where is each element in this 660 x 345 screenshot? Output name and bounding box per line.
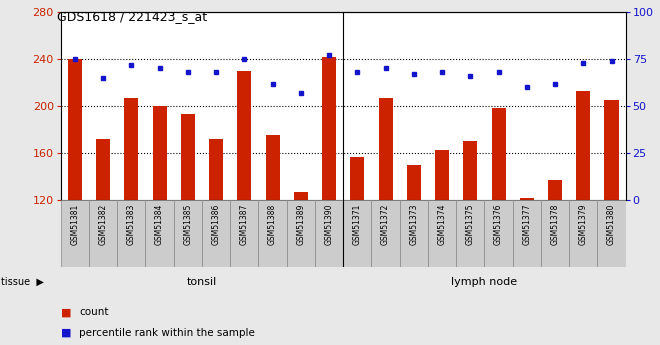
Text: GSM51378: GSM51378 bbox=[550, 204, 560, 245]
Bar bbox=[463, 141, 477, 200]
Bar bbox=[541, 200, 569, 267]
Text: tonsil: tonsil bbox=[187, 277, 217, 287]
Text: GSM51374: GSM51374 bbox=[438, 204, 447, 245]
Text: GSM51381: GSM51381 bbox=[71, 204, 79, 245]
Bar bbox=[230, 200, 259, 267]
Text: GSM51372: GSM51372 bbox=[381, 204, 390, 245]
Text: GSM51387: GSM51387 bbox=[240, 204, 249, 245]
Text: GSM51388: GSM51388 bbox=[268, 204, 277, 245]
Bar bbox=[435, 150, 449, 200]
Bar bbox=[605, 100, 618, 200]
Bar bbox=[61, 200, 89, 267]
Bar bbox=[145, 200, 174, 267]
Text: GSM51386: GSM51386 bbox=[212, 204, 220, 245]
Text: GSM51382: GSM51382 bbox=[98, 204, 108, 245]
Bar bbox=[265, 136, 280, 200]
Bar bbox=[484, 200, 513, 267]
Bar bbox=[407, 165, 421, 200]
Text: GSM51383: GSM51383 bbox=[127, 204, 136, 245]
Bar bbox=[124, 98, 139, 200]
Text: GSM51390: GSM51390 bbox=[325, 204, 333, 245]
Bar bbox=[152, 106, 166, 200]
Bar bbox=[379, 98, 393, 200]
Bar bbox=[492, 108, 506, 200]
Bar bbox=[209, 139, 223, 200]
Bar bbox=[520, 198, 534, 200]
Bar bbox=[286, 200, 315, 267]
Text: GSM51377: GSM51377 bbox=[522, 204, 531, 245]
Text: GSM51379: GSM51379 bbox=[579, 204, 588, 245]
Bar bbox=[372, 200, 400, 267]
Text: GSM51373: GSM51373 bbox=[409, 204, 418, 245]
Text: percentile rank within the sample: percentile rank within the sample bbox=[79, 328, 255, 338]
Bar bbox=[96, 139, 110, 200]
Bar bbox=[259, 200, 286, 267]
Text: ■: ■ bbox=[61, 328, 71, 338]
Bar bbox=[238, 71, 251, 200]
Bar bbox=[322, 57, 336, 200]
Bar bbox=[68, 59, 82, 200]
Bar bbox=[513, 200, 541, 267]
Text: tissue  ▶: tissue ▶ bbox=[1, 277, 44, 287]
Text: GSM51375: GSM51375 bbox=[466, 204, 475, 245]
Bar bbox=[428, 200, 456, 267]
Bar bbox=[315, 200, 343, 267]
Text: count: count bbox=[79, 307, 109, 317]
Text: GSM51376: GSM51376 bbox=[494, 204, 503, 245]
Text: GSM51385: GSM51385 bbox=[183, 204, 192, 245]
Text: lymph node: lymph node bbox=[451, 277, 517, 287]
Text: GDS1618 / 221423_s_at: GDS1618 / 221423_s_at bbox=[57, 10, 207, 23]
Bar bbox=[117, 200, 145, 267]
Bar bbox=[576, 91, 590, 200]
Bar bbox=[343, 200, 372, 267]
Bar bbox=[202, 200, 230, 267]
Bar bbox=[456, 200, 484, 267]
Bar bbox=[181, 114, 195, 200]
Bar bbox=[89, 200, 117, 267]
Text: GSM51389: GSM51389 bbox=[296, 204, 306, 245]
Text: GSM51371: GSM51371 bbox=[353, 204, 362, 245]
Bar bbox=[174, 200, 202, 267]
Text: ■: ■ bbox=[61, 307, 71, 317]
Text: GSM51384: GSM51384 bbox=[155, 204, 164, 245]
Bar bbox=[597, 200, 626, 267]
Bar bbox=[548, 180, 562, 200]
Bar bbox=[400, 200, 428, 267]
Text: GSM51380: GSM51380 bbox=[607, 204, 616, 245]
Bar bbox=[294, 192, 308, 200]
Bar bbox=[569, 200, 597, 267]
Bar bbox=[350, 157, 364, 200]
